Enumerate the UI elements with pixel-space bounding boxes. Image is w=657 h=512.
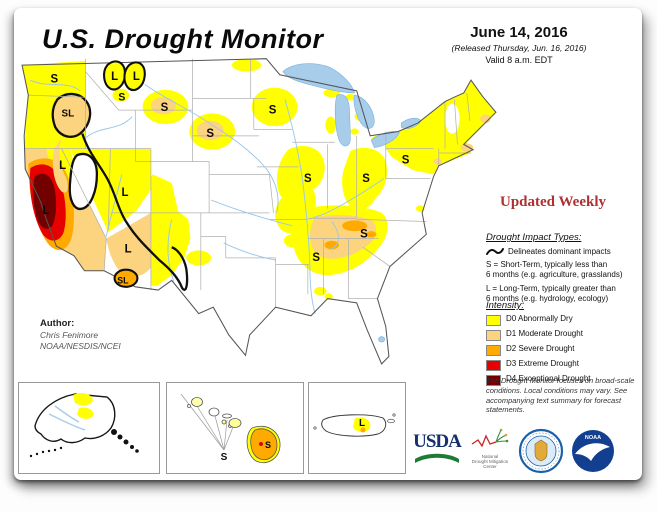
noaa-seal-icon: NOAA <box>572 430 614 472</box>
d2-swatch <box>486 345 501 356</box>
hawaii-map: S S <box>180 393 281 463</box>
updated-weekly-text: Updated Weekly <box>500 194 606 210</box>
d0-label: D0 Abnormally Dry <box>506 314 573 323</box>
d2-label: D2 Severe Drought <box>506 344 575 353</box>
puerto-rico-inset: L <box>308 382 406 474</box>
author-block: Author: Chris Fenimore NOAA/NESDIS/NCEI <box>40 318 121 352</box>
impact-label: SL <box>117 275 129 285</box>
commerce-seal-logo <box>518 428 564 479</box>
squiggle-icon <box>486 247 504 255</box>
conus-map: S SL L L S S S L L L L SL S S S S S S <box>20 48 498 380</box>
rivers <box>30 79 384 314</box>
date-block: June 14, 2016 (Released Thursday, Jun. 1… <box>412 24 626 65</box>
impact-label: S <box>312 251 320 264</box>
impact-label: L <box>111 70 118 83</box>
intensity-row-d0: D0 Abnormally Dry <box>486 314 642 326</box>
intensity-row-d3: D3 Extreme Drought <box>486 359 642 371</box>
long-term-line2: 6 months (e.g. hydrology, ecology) <box>486 293 609 303</box>
drought-monitor-card: U.S. Drought Monitor June 14, 2016 (Rele… <box>14 8 642 480</box>
usda-logo: USDA <box>413 431 462 469</box>
intensity-row-d4: D4 Exceptional Drought <box>486 374 642 386</box>
ndmc-logo: National Drought Mitigation Center <box>470 428 510 470</box>
d3-swatch <box>486 360 501 371</box>
vt-nh-clear-area <box>445 103 460 134</box>
drought-regions-d2 <box>324 220 377 250</box>
impact-label: S <box>304 172 312 185</box>
impact-label: S <box>402 154 410 167</box>
impact-label: SL <box>61 108 74 119</box>
ndmc-line3: Center <box>483 463 497 469</box>
ndmc-text: National Drought Mitigation Center <box>470 454 510 470</box>
impact-label: L <box>59 159 66 172</box>
impact-label: S <box>206 127 214 140</box>
author-label: Author: <box>40 318 75 329</box>
short-term-line1: S = Short-Term, typically less than <box>486 259 608 269</box>
intensity-row-d2: D2 Severe Drought <box>486 344 642 356</box>
hawaii-islands <box>187 397 281 463</box>
puerto-rico-label: L <box>359 418 365 429</box>
impact-outline-nevada <box>68 152 99 211</box>
impact-label: L <box>133 70 140 83</box>
author-name: Chris Fenimore <box>40 330 99 341</box>
impact-label: S <box>362 172 370 185</box>
hawaii-big-island-label: S <box>265 440 271 450</box>
conus-map-svg: S SL L L S S S L L L L SL S S S S S S <box>21 58 497 365</box>
author-org: NOAA/NESDIS/NCEI <box>40 341 121 352</box>
alaska-rivers <box>48 405 86 431</box>
short-term-line2: 6 months (e.g. agriculture, grasslands) <box>486 269 623 279</box>
impact-label: S <box>360 227 368 240</box>
impact-legend-title: Drought Impact Types: <box>486 232 582 243</box>
d3-label: D3 Extreme Drought <box>506 359 579 368</box>
noaa-wordmark: NOAA <box>585 435 601 441</box>
map-date: June 14, 2016 <box>470 24 568 41</box>
intensity-row-d1: D1 Moderate Drought <box>486 329 642 341</box>
d0-swatch <box>486 315 501 326</box>
impact-label: S <box>269 103 277 116</box>
page-title: U.S. Drought Monitor <box>42 24 324 54</box>
delineates-text: Delineates dominant impacts <box>508 246 611 256</box>
impact-label: L <box>121 186 128 199</box>
alaska-map <box>29 392 139 458</box>
disclaimer-note: The Drought Monitor focuses on broad-sca… <box>486 376 635 415</box>
valid-time: Valid 8 a.m. EDT <box>485 55 553 65</box>
ndmc-mark-icon <box>471 428 509 448</box>
ndmc-line1: National <box>481 454 499 459</box>
impact-labels: S SL L L S S S L L L L SL S S S S S S <box>42 70 409 286</box>
long-term-definition: L = Long-Term, typically greater than 6 … <box>486 284 642 304</box>
short-term-definition: S = Short-Term, typically less than 6 mo… <box>486 260 642 280</box>
hawaii-inset: S S <box>166 382 304 474</box>
impact-outline-oregon <box>51 92 92 138</box>
noaa-logo: NOAA <box>570 428 616 479</box>
long-term-line1: L = Long-Term, typically greater than <box>486 283 616 293</box>
impact-label: S <box>118 91 125 103</box>
us-outline <box>21 58 497 365</box>
impact-label: S <box>161 101 169 114</box>
alaska-panhandle <box>29 429 139 458</box>
hawaii-fan-label: S <box>221 452 228 463</box>
intensity-legend-title: Intensity: <box>486 300 525 311</box>
d1-swatch <box>486 330 501 341</box>
ndmc-line2: Drought Mitigation <box>471 458 509 464</box>
d1-label: D1 Moderate Drought <box>506 329 583 338</box>
commerce-seal-icon <box>518 428 564 474</box>
impact-delineation-lines <box>81 60 189 291</box>
impact-label: L <box>125 242 132 255</box>
puerto-rico-map: L <box>313 413 396 437</box>
d4-label: D4 Exceptional Drought <box>506 374 591 383</box>
released-date: (Released Thursday, Jun. 16, 2016) <box>451 43 587 53</box>
d4-swatch <box>486 375 501 386</box>
state-boundaries <box>24 58 471 308</box>
impact-label: S <box>50 72 58 85</box>
alaska-inset <box>18 382 160 474</box>
hawaii-fan-lines <box>180 393 234 451</box>
impact-types-legend: Drought Impact Types: Delineates dominan… <box>486 232 642 308</box>
usda-wordmark: USDA <box>413 431 462 452</box>
impact-label: L <box>42 204 49 217</box>
intensity-legend: Intensity: D0 Abnormally Dry D1 Moderate… <box>486 300 642 389</box>
usda-swoosh-icon <box>415 453 459 463</box>
great-lakes <box>282 63 422 343</box>
